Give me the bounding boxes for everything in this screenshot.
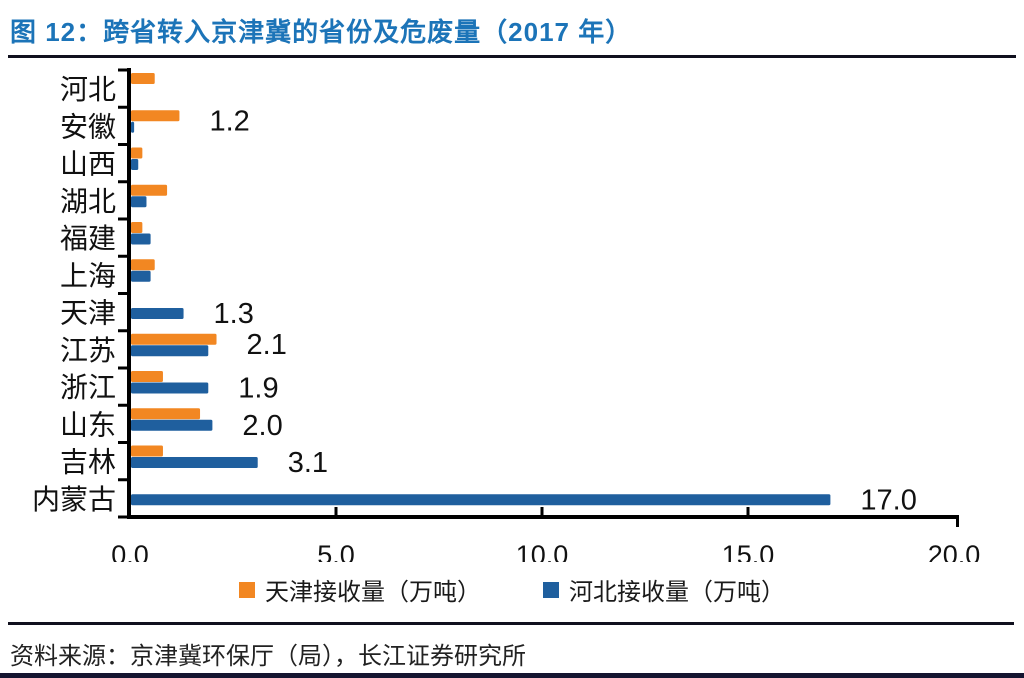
y-axis-label: 湖北	[60, 186, 116, 217]
chart-legend: 天津接收量（万吨） 河北接收量（万吨）	[0, 572, 1024, 607]
data-label: 3.1	[288, 447, 328, 479]
bar-河北-0	[131, 73, 155, 84]
x-axis-label: 20.0	[928, 540, 981, 562]
y-axis-tick	[118, 515, 128, 519]
x-axis-tick	[334, 507, 338, 516]
y-axis-label: 天津	[60, 298, 116, 329]
legend-swatch-orange-icon	[239, 581, 255, 598]
y-axis-label: 上海	[60, 260, 116, 291]
page-title: 图 12：跨省转入京津冀的省份及危废量（2017 年）	[10, 17, 633, 47]
x-axis-label: 0.0	[111, 540, 149, 562]
data-label: 1.9	[238, 373, 278, 405]
y-axis-label: 河北	[60, 74, 116, 105]
legend-item-tianjin: 天津接收量（万吨）	[239, 572, 481, 607]
bar-上海-0	[131, 259, 155, 271]
legend-label-hebei: 河北接收量（万吨）	[569, 579, 785, 606]
bar-福建-0	[131, 222, 143, 233]
y-axis-line	[127, 68, 131, 519]
x-axis-line	[127, 515, 959, 519]
bar-山西-1	[131, 159, 139, 170]
bar-湖北-0	[131, 184, 168, 196]
bar-山东-1	[131, 419, 213, 431]
bar-吉林-0	[131, 445, 163, 457]
y-axis-tick	[118, 217, 128, 221]
legend-item-hebei: 河北接收量（万吨）	[543, 572, 785, 607]
y-axis-label: 江苏	[60, 335, 116, 366]
legend-label-tianjin: 天津接收量（万吨）	[265, 579, 481, 606]
bar-上海-1	[131, 270, 151, 282]
y-axis-tick	[118, 68, 128, 72]
data-label: 1.2	[209, 105, 249, 137]
y-axis-label: 福建	[60, 223, 116, 254]
x-axis-tick	[746, 507, 750, 516]
y-axis-label: 内蒙古	[32, 484, 116, 515]
bar-浙江-0	[131, 371, 163, 382]
bar-浙江-1	[131, 382, 209, 394]
title-divider-line	[8, 55, 1016, 58]
legend-swatch-blue-icon	[543, 581, 559, 598]
y-axis-tick	[118, 441, 128, 444]
x-axis-tick	[540, 507, 544, 516]
bottom-border-line	[0, 673, 1024, 678]
bar-江苏-0	[131, 333, 217, 345]
bar-内蒙古-1	[131, 494, 831, 506]
x-axis-label: 15.0	[722, 540, 775, 562]
y-axis-tick	[118, 403, 128, 407]
x-axis-label: 5.0	[317, 540, 355, 562]
y-axis-tick	[118, 105, 128, 109]
x-axis-end-tick	[956, 517, 959, 527]
x-axis-label: 10.0	[516, 540, 569, 562]
y-axis-tick	[118, 329, 128, 333]
y-axis-tick	[118, 292, 128, 295]
source-text: 资料来源：京津冀环保厅（局），长江证券研究所	[10, 643, 526, 670]
bar-山东-0	[131, 408, 201, 420]
data-label: 17.0	[860, 484, 916, 516]
y-axis-tick	[118, 254, 128, 258]
bar-山西-0	[131, 147, 143, 159]
y-axis-label: 安徽	[60, 111, 116, 142]
y-axis-label: 吉林	[60, 447, 116, 478]
y-axis-tick	[118, 478, 128, 482]
y-axis-label: 山西	[60, 149, 116, 180]
y-axis-tick	[118, 366, 128, 370]
bar-天津-1	[131, 308, 184, 319]
bar-安徽-1	[131, 121, 135, 133]
y-axis-label: 浙江	[60, 372, 116, 403]
bar-湖北-1	[131, 196, 147, 208]
y-axis-tick	[118, 143, 128, 146]
source-divider-line	[8, 622, 1014, 625]
y-axis-label: 山东	[60, 409, 116, 440]
data-label: 2.0	[242, 410, 282, 442]
bar-福建-1	[131, 233, 151, 245]
bar-安徽-0	[131, 110, 180, 122]
y-axis-tick	[118, 180, 128, 184]
bar-江苏-1	[131, 345, 209, 357]
data-label: 1.3	[214, 298, 254, 330]
bar-吉林-1	[131, 457, 258, 468]
data-label: 2.1	[247, 329, 287, 361]
